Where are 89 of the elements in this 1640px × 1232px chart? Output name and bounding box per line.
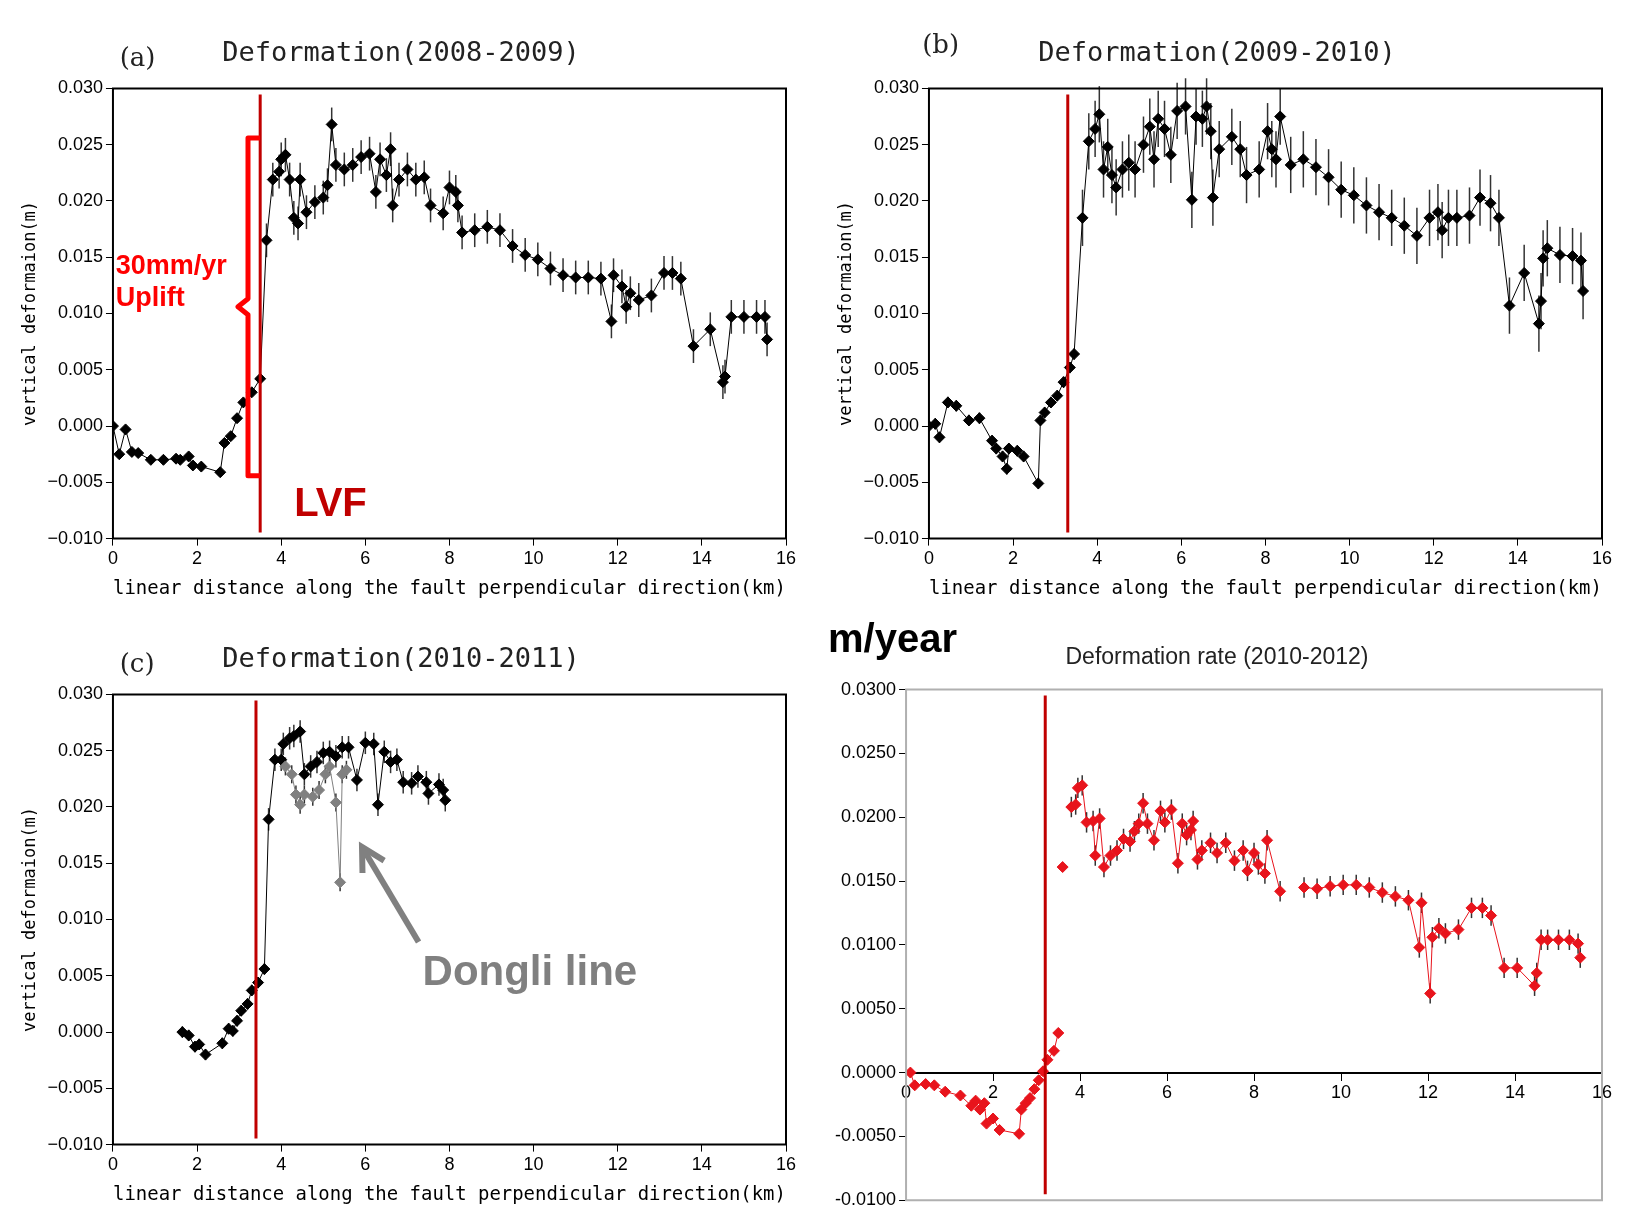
y-tick-label: 0.0050 — [840, 997, 897, 1018]
y-tick-label: -0.0100 — [834, 1189, 897, 1210]
x-tick-label: 2 — [192, 548, 203, 569]
y-tick-label: 0.030 — [57, 683, 103, 704]
x-tick-label: 12 — [1423, 548, 1444, 569]
x-tick-label: 14 — [691, 548, 712, 569]
x-tick-label: 14 — [1504, 1082, 1526, 1103]
y-tick-label: 0.020 — [57, 189, 103, 210]
y-tick-label: 0.005 — [57, 964, 103, 985]
x-tick-label: 10 — [1331, 1082, 1352, 1103]
y-tick-label: 0.000 — [873, 415, 919, 436]
y-tick-label: −0.010 — [47, 1133, 103, 1154]
x-tick-label: 4 — [1092, 548, 1103, 569]
x-tick-label: 0 — [901, 1082, 912, 1103]
y-tick-label: −0.005 — [47, 471, 103, 492]
y-tick-label: 0.020 — [873, 189, 919, 210]
y-axis-title: m/year — [828, 616, 957, 661]
y-tick-label: 0.0100 — [840, 933, 897, 954]
y-axis-title: vertical deformaion(m) — [18, 806, 39, 1033]
legend-label: Dongli line — [422, 946, 638, 995]
x-tick-label: 10 — [523, 548, 544, 569]
y-tick-label: −0.005 — [863, 471, 919, 492]
ref-line-label: LVF — [294, 479, 367, 524]
x-tick-label: 8 — [1249, 1082, 1260, 1103]
x-tick-label: 14 — [1507, 548, 1528, 569]
y-tick-label: −0.005 — [47, 1077, 103, 1098]
x-tick-label: 8 — [444, 1154, 455, 1175]
y-tick-label: 0.010 — [873, 302, 919, 323]
x-tick-label: 4 — [1075, 1082, 1086, 1103]
x-axis-title: linear distance along the fault perpendicular direction(km) — [113, 1181, 786, 1204]
x-tick-label: 0 — [107, 548, 118, 569]
x-tick-label: 8 — [444, 548, 455, 569]
y-tick-label: −0.010 — [863, 527, 919, 548]
x-tick-label: 4 — [276, 548, 287, 569]
x-tick-label: 16 — [1591, 548, 1613, 569]
y-tick-label: 0.000 — [57, 415, 103, 436]
x-tick-label: 10 — [1339, 548, 1360, 569]
x-tick-label: 6 — [360, 548, 371, 569]
y-tick-label: 0.010 — [57, 302, 103, 323]
y-tick-label: 0.020 — [57, 795, 103, 816]
x-tick-label: 12 — [1418, 1082, 1439, 1103]
x-tick-label: 16 — [1591, 1082, 1613, 1103]
y-tick-label: 0.030 — [873, 77, 919, 98]
text: (a) — [119, 42, 156, 74]
y-tick-label: 0.025 — [57, 133, 103, 154]
y-tick-label: 0.0200 — [840, 806, 897, 827]
x-tick-label: 6 — [1176, 548, 1187, 569]
x-tick-label: 0 — [107, 1154, 118, 1175]
x-tick-label: 2 — [192, 1154, 203, 1175]
x-tick-label: 10 — [523, 1154, 544, 1175]
chart-title: Deformation(2010-2011) — [222, 642, 580, 674]
y-tick-label: 0.030 — [57, 77, 103, 98]
y-tick-label: 0.015 — [873, 246, 919, 267]
y-tick-label: 0.0250 — [840, 742, 897, 763]
y-tick-label: 0.010 — [57, 908, 103, 929]
y-tick-label: 0.0150 — [840, 870, 897, 891]
y-tick-label: 0.000 — [57, 1021, 103, 1042]
y-tick-label: 0.025 — [873, 133, 919, 154]
y-axis-title: vertical deformaion(m) — [18, 200, 39, 427]
y-tick-label: −0.010 — [47, 527, 103, 548]
x-tick-label: 6 — [360, 1154, 371, 1175]
x-tick-label: 2 — [988, 1082, 999, 1103]
x-tick-label: 16 — [775, 1154, 797, 1175]
x-tick-label: 0 — [923, 548, 934, 569]
text: (b) — [922, 28, 960, 60]
y-tick-label: 0.025 — [57, 739, 103, 760]
y-tick-label: -0.0050 — [834, 1125, 897, 1146]
y-axis-title: vertical deformaion(m) — [834, 200, 855, 427]
y-tick-label: 0.0300 — [840, 678, 897, 699]
x-tick-label: 2 — [1008, 548, 1019, 569]
y-tick-label: 0.0000 — [840, 1061, 897, 1082]
y-tick-label: 0.015 — [57, 246, 103, 267]
x-tick-label: 12 — [607, 1154, 628, 1175]
annotation: 30mm/yr Uplift — [115, 250, 228, 313]
x-tick-label: 16 — [775, 548, 797, 569]
chart-title: Deformation(2009-2010) — [1038, 36, 1396, 68]
y-tick-label: 0.005 — [873, 358, 919, 379]
x-tick-label: 4 — [276, 1154, 287, 1175]
x-tick-label: 12 — [607, 548, 628, 569]
x-axis-title: linear distance along the fault perpendicular direction(km) — [929, 575, 1602, 598]
chart-title: Deformation(2008-2009) — [222, 36, 580, 68]
x-tick-label: 8 — [1260, 548, 1271, 569]
text: (c) — [119, 648, 155, 680]
x-tick-label: 14 — [691, 1154, 712, 1175]
y-tick-label: 0.015 — [57, 852, 103, 873]
x-axis-title: linear distance along the fault perpendicular direction(km) — [113, 575, 786, 598]
chart-title: Deformation rate (2010-2012) — [1065, 643, 1369, 670]
y-tick-label: 0.005 — [57, 358, 103, 379]
x-tick-label: 6 — [1162, 1082, 1173, 1103]
